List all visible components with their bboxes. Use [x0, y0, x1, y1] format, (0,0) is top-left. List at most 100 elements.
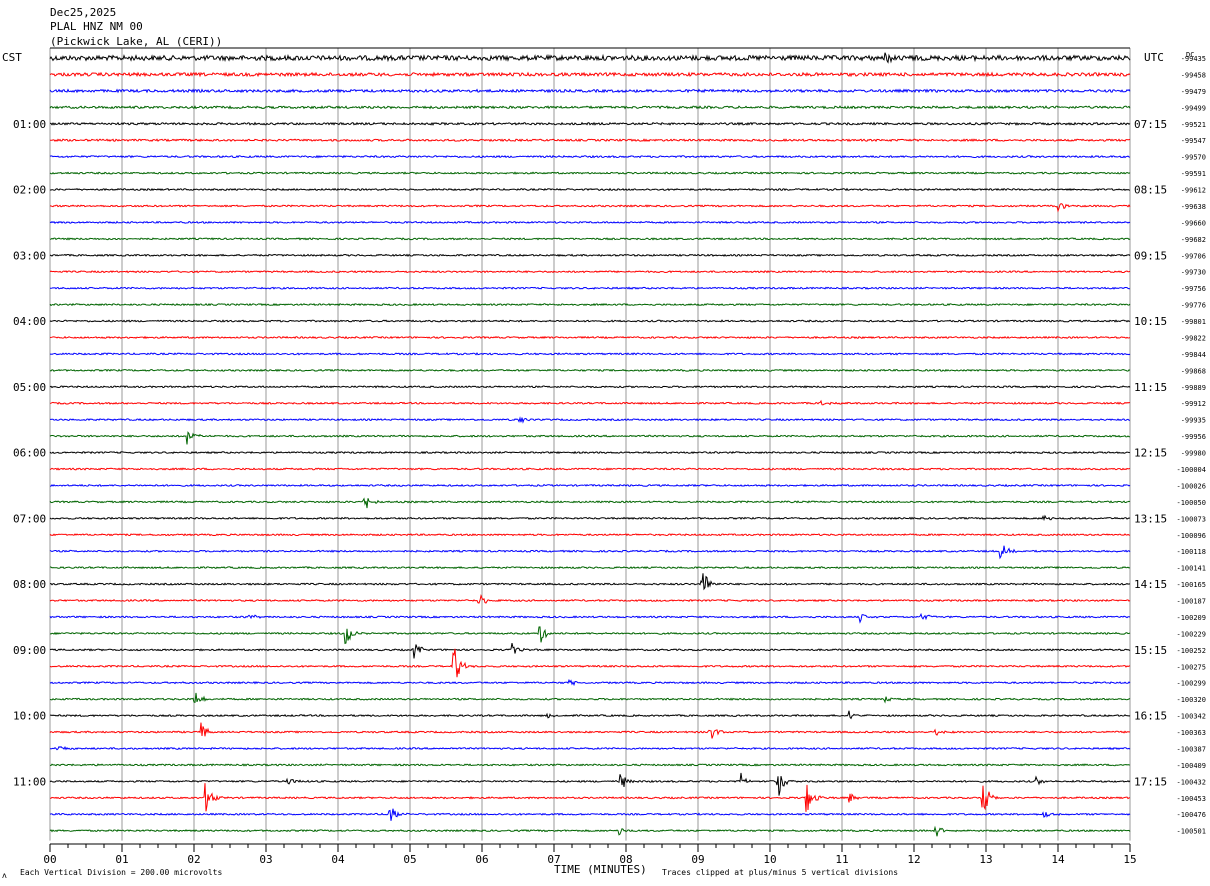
trace-36 [49, 642, 1131, 659]
right-hour-label: 13:15 [1134, 512, 1167, 525]
left-hour-label: 10:00 [13, 710, 46, 723]
trace-31 [49, 566, 1131, 570]
left-hour-label: 05:00 [13, 381, 46, 394]
dc-value: -100096 [1176, 532, 1206, 540]
left-timezone-label: CST [2, 51, 22, 64]
x-tick-label: 01 [115, 853, 128, 866]
trace-1 [49, 71, 1131, 78]
right-hour-label: 11:15 [1134, 381, 1167, 394]
trace-32 [49, 573, 1131, 591]
left-hour-label: 08:00 [13, 578, 46, 591]
trace-18 [49, 352, 1131, 356]
x-axis: 00 01 02 03 04 05 06 07 08 09 10 11 12 13 14 15 [43, 843, 1137, 866]
trace-35 [49, 626, 1131, 645]
dc-label: DC [1186, 51, 1194, 59]
trace-10 [49, 220, 1131, 225]
x-tick-label: 15 [1123, 853, 1136, 866]
trace-44 [49, 772, 1131, 796]
x-tick-label: 03 [259, 853, 272, 866]
header-location: (Pickwick Lake, AL (CERI)) [50, 35, 222, 48]
x-tick-label: 12 [907, 853, 920, 866]
dc-value: -99889 [1181, 384, 1206, 392]
dc-value: -100209 [1176, 614, 1206, 622]
right-hour-label: 08:15 [1134, 184, 1167, 197]
trace-20 [49, 385, 1131, 389]
right-hour-label: 14:15 [1134, 578, 1167, 591]
trace-21 [49, 399, 1131, 406]
dc-value: -99612 [1181, 187, 1206, 195]
dc-value: -100409 [1176, 762, 1206, 770]
left-hour-label: 06:00 [13, 447, 46, 460]
trace-41 [49, 722, 1131, 739]
x-tick-label: 05 [403, 853, 416, 866]
trace-14 [50, 286, 1130, 290]
dc-value: -99801 [1181, 318, 1206, 326]
trace-28 [49, 514, 1131, 522]
dc-value: -100501 [1176, 828, 1206, 836]
trace-39 [49, 692, 1131, 704]
right-hour-label: 15:15 [1134, 644, 1167, 657]
left-hour-label: 09:00 [13, 644, 46, 657]
x-tick-label: 00 [43, 853, 56, 866]
left-hour-label: 01:00 [13, 118, 46, 131]
x-axis-title: TIME (MINUTES) [554, 863, 647, 876]
dc-value: -100299 [1176, 680, 1206, 688]
dc-value: -99479 [1181, 88, 1206, 96]
trace-12 [49, 253, 1131, 258]
right-hour-label: 07:15 [1134, 118, 1167, 131]
dc-value: -99956 [1181, 433, 1206, 441]
dc-value: -99591 [1181, 170, 1206, 178]
dc-value: -99660 [1181, 219, 1206, 227]
dc-value: -100165 [1176, 581, 1206, 589]
dc-value: -100453 [1176, 795, 1206, 803]
trace-11 [49, 237, 1131, 241]
trace-33 [49, 593, 1131, 604]
trace-23 [49, 431, 1130, 445]
trace-2 [49, 88, 1131, 94]
dc-value: -99570 [1181, 154, 1206, 162]
left-hour-label: 07:00 [13, 512, 46, 525]
dc-value: -100320 [1176, 696, 1206, 704]
trace-group [49, 52, 1131, 837]
dc-value: -99730 [1181, 269, 1206, 277]
trace-47 [49, 825, 1131, 837]
dc-value: -100004 [1176, 466, 1206, 474]
clip-note: Traces clipped at plus/minus 5 vertical … [662, 868, 898, 877]
dc-value: -99935 [1181, 417, 1206, 425]
left-hour-label: 04:00 [13, 315, 46, 328]
x-tick-label: 09 [691, 853, 704, 866]
dc-value: -100026 [1176, 482, 1206, 490]
x-tick-label: 08 [619, 853, 632, 866]
dc-value: -99521 [1181, 121, 1206, 129]
dc-value: -100252 [1176, 647, 1206, 655]
trace-43 [49, 763, 1131, 767]
trace-5 [50, 138, 1131, 143]
dc-value: -99547 [1181, 137, 1206, 145]
dc-value: -100275 [1176, 663, 1206, 671]
dc-value: -100363 [1176, 729, 1206, 737]
trace-27 [49, 497, 1131, 509]
dc-value: -99499 [1181, 104, 1206, 112]
trace-25 [49, 467, 1131, 471]
trace-8 [49, 187, 1131, 192]
trace-9 [49, 203, 1131, 213]
dc-value: -99912 [1181, 400, 1206, 408]
trace-24 [49, 450, 1131, 455]
trace-37 [49, 648, 1131, 678]
right-timezone-label: UTC [1144, 51, 1164, 64]
x-tick-label: 06 [475, 853, 488, 866]
dc-value: -100118 [1176, 548, 1206, 556]
trace-26 [50, 483, 1131, 488]
dc-value: -100476 [1176, 811, 1206, 819]
x-tick-label: 02 [187, 853, 200, 866]
left-hour-label: 03:00 [13, 249, 46, 262]
trace-15 [49, 302, 1131, 307]
trace-22 [50, 416, 1130, 424]
header-date: Dec25,2025 [50, 6, 116, 19]
trace-29 [49, 533, 1131, 537]
dc-value: -99822 [1181, 334, 1206, 342]
left-hour-label: 02:00 [13, 184, 46, 197]
dc-value: -99682 [1181, 236, 1206, 244]
scale-note: Each Vertical Division = 200.00 microvol… [20, 868, 222, 877]
trace-16 [49, 319, 1131, 323]
